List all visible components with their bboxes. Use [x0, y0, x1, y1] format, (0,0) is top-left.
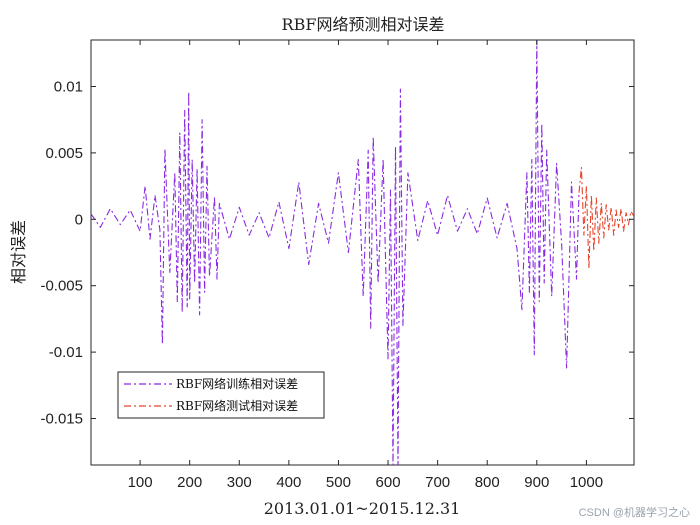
- x-tick-label: 500: [326, 474, 351, 491]
- x-axis-label: 2013.01.01~2015.12.31: [264, 499, 461, 518]
- legend-box: [117, 371, 325, 419]
- chart-title: RBF网络预测相对误差: [282, 15, 445, 34]
- y-tick-label: 0: [75, 211, 83, 228]
- x-tick-label: 700: [425, 474, 450, 491]
- y-tick-label: -0.005: [40, 278, 83, 295]
- x-tick-label: 400: [276, 474, 301, 491]
- legend: RBF网络训练相对误差 RBF网络测试相对误差: [117, 371, 325, 419]
- x-tick-label: 300: [227, 474, 252, 491]
- y-axis-label: 相对误差: [9, 220, 28, 284]
- y-axis-ticks: -0.015 -0.01 -0.005 0 0.005 0.01: [40, 78, 634, 428]
- x-tick-label: 800: [475, 474, 500, 491]
- y-tick-label: 0.01: [54, 78, 83, 95]
- x-tick-label: 900: [524, 474, 549, 491]
- x-tick-label: 100: [128, 474, 153, 491]
- legend-label-training: RBF网络训练相对误差: [176, 376, 298, 391]
- y-tick-label: -0.01: [49, 344, 83, 361]
- legend-label-testing: RBF网络测试相对误差: [176, 398, 298, 413]
- y-tick-label: -0.015: [40, 411, 83, 428]
- watermark-text: CSDN @机器学习之心: [579, 505, 690, 519]
- y-tick-label: 0.005: [45, 145, 83, 162]
- x-tick-label: 600: [376, 474, 401, 491]
- series-line-training: [91, 40, 580, 465]
- series-line-testing: [578, 166, 634, 269]
- x-tick-label: 1000: [570, 474, 603, 491]
- x-axis-ticks: 100 200 300 400 500 600 700 800 900 1000: [128, 40, 603, 491]
- x-tick-label: 200: [177, 474, 202, 491]
